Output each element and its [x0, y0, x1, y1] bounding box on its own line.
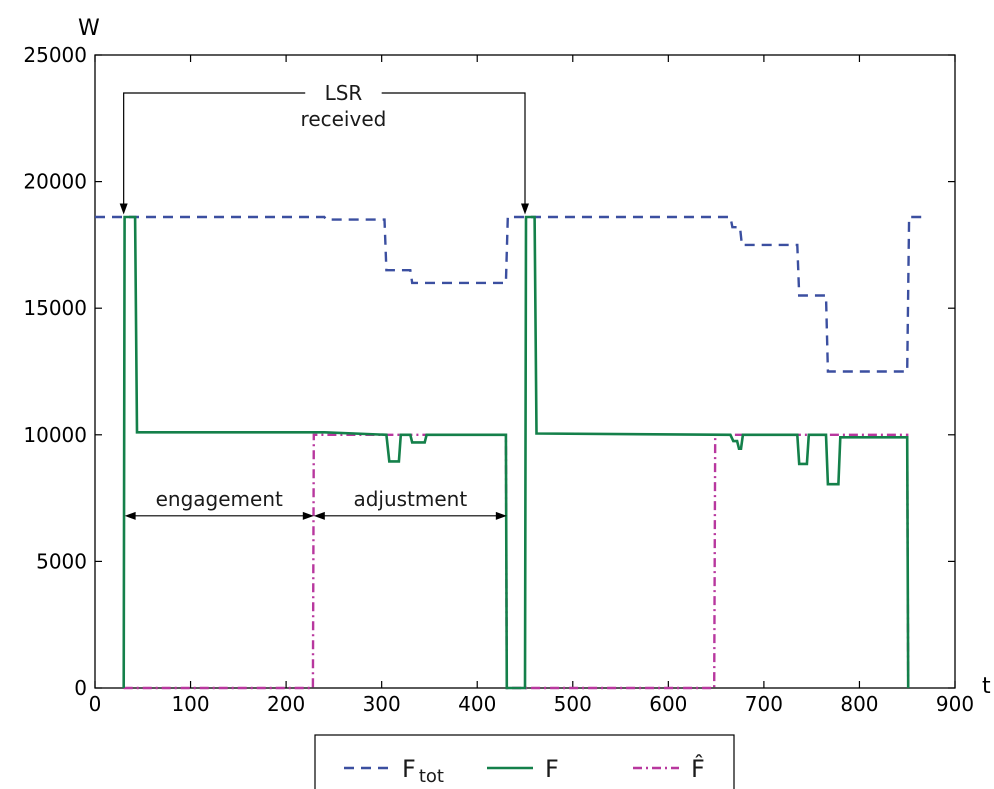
lsr-bracket-right: [381, 92, 526, 205]
lsr-label-line2: received: [301, 107, 387, 131]
x-tick-label: 800: [840, 692, 878, 716]
x-tick-label: 700: [745, 692, 783, 716]
x-tick-label: 100: [171, 692, 209, 716]
y-tick-label: 15000: [23, 296, 87, 320]
series-line-f-hat: [123, 433, 910, 690]
x-tick-label: 400: [458, 692, 496, 716]
engagement-arrowhead-left: [124, 511, 136, 520]
y-axis-label: W: [78, 16, 100, 41]
legend-frame: [314, 734, 735, 789]
x-tick-label: 300: [363, 692, 401, 716]
x-tick-label: 200: [267, 692, 305, 716]
y-tick-label: 0: [74, 676, 87, 700]
engagement-label: engagement: [156, 487, 283, 511]
y-tick-label: 5000: [36, 549, 87, 573]
legend-label: F: [545, 755, 559, 783]
lsr-bracket-left: [123, 92, 306, 205]
adjustment-label: adjustment: [353, 487, 467, 511]
series-layer: [95, 215, 927, 690]
y-tick-label: 25000: [23, 43, 87, 67]
x-axis-label: t: [982, 674, 991, 699]
y-tick-label: 20000: [23, 170, 87, 194]
x-tick-label: 900: [936, 692, 974, 716]
adjustment-arrowhead-left: [313, 511, 325, 520]
lsr-label-line1: LSR: [325, 81, 363, 105]
adjustment-arrowhead-right: [495, 511, 507, 520]
x-tick-label: 0: [89, 692, 102, 716]
x-tick-label: 500: [554, 692, 592, 716]
series-line-f: [122, 215, 910, 690]
lsr-arrowhead: [521, 203, 529, 215]
axis-ticks: 0 100 200 300 400 500 600 700 800 900 0 5000 10000 15…: [23, 43, 974, 716]
lsr-arrowhead: [119, 203, 128, 215]
engagement-arrowhead-right: [302, 511, 314, 520]
y-tick-label: 10000: [23, 423, 87, 447]
x-tick-label: 600: [649, 692, 687, 716]
legend-label: F̂: [691, 755, 705, 783]
series-line-f-tot: [95, 215, 927, 373]
